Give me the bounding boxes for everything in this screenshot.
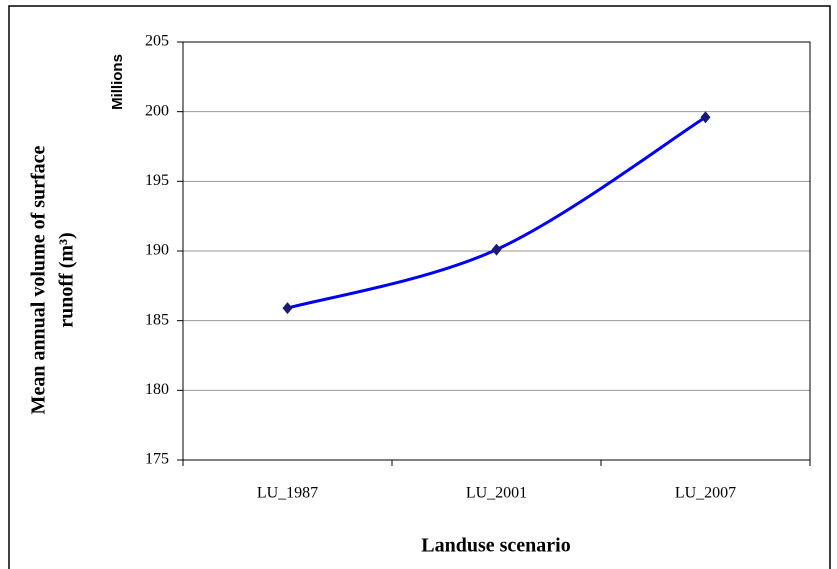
marker	[491, 243, 502, 256]
y-axis-label: runoff (m³)	[56, 232, 78, 327]
y-tick-label: 200	[145, 102, 169, 119]
y-unit-label: Millions	[109, 54, 126, 110]
y-axis-label: Mean annual volume of surface	[28, 145, 50, 414]
plot-border	[182, 41, 811, 461]
y-tick-label: 190	[145, 242, 169, 259]
marker	[282, 302, 293, 315]
x-tick-label: LU_2007	[675, 485, 736, 502]
x-tick-label: LU_1987	[257, 485, 318, 502]
x-tick-label: LU_2001	[466, 485, 527, 502]
frame	[8, 5, 831, 569]
y-tick-label: 195	[145, 172, 169, 189]
marker	[700, 111, 711, 124]
y-tick-label: 180	[145, 381, 169, 398]
y-tick-label: 175	[145, 451, 169, 468]
x-axis-label: Landuse scenario	[421, 535, 570, 557]
y-tick-label: 185	[145, 311, 169, 328]
series-line	[287, 115, 707, 310]
y-tick-label: 205	[145, 33, 169, 50]
